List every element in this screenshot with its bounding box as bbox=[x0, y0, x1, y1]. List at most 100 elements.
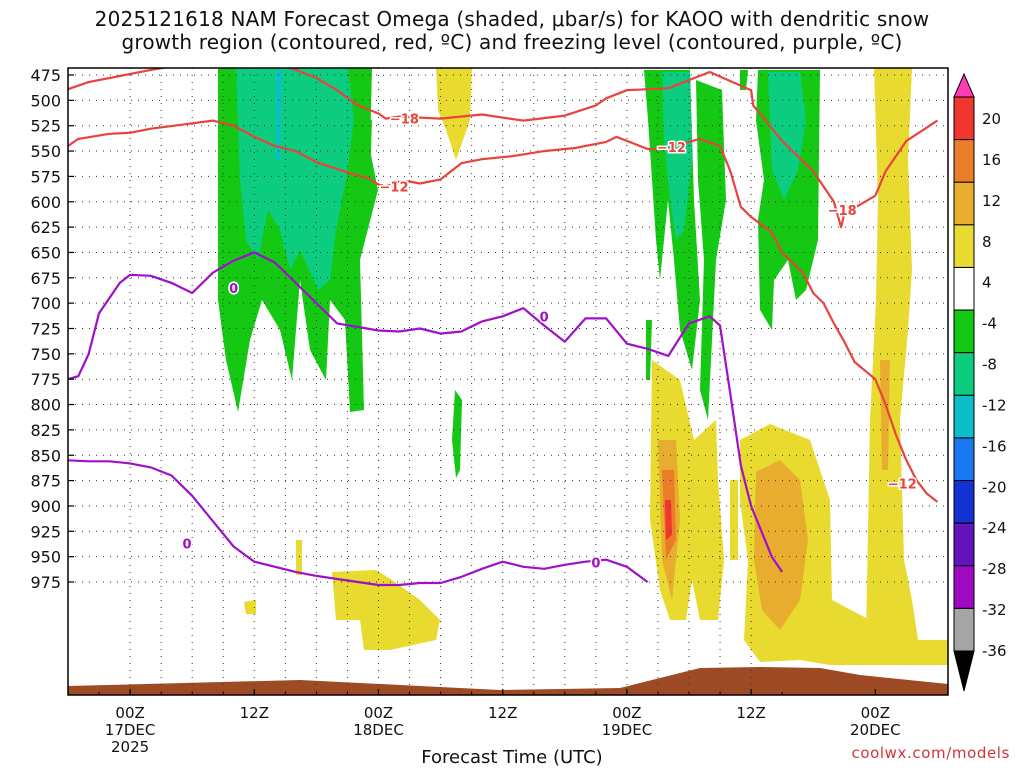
y-tick-label: 625 bbox=[30, 218, 61, 237]
y-tick-label: 550 bbox=[30, 142, 61, 161]
y-tick-label: 850 bbox=[30, 446, 61, 465]
plot-frame bbox=[67, 67, 949, 696]
colorbar-segment bbox=[953, 266, 975, 311]
omega-shading-region bbox=[754, 460, 808, 630]
y-tick-label: 700 bbox=[30, 294, 61, 313]
credit-text: coolwx.com/models bbox=[851, 744, 1010, 762]
contour-label: 0 bbox=[540, 310, 549, 325]
y-tick-label: 575 bbox=[30, 167, 61, 186]
omega-shading-region bbox=[866, 68, 918, 650]
colorbar-label: -8 bbox=[982, 356, 997, 374]
y-tick-label: 925 bbox=[30, 522, 61, 541]
colorbar-label: -28 bbox=[982, 560, 1007, 578]
omega-shading-region bbox=[236, 68, 354, 290]
colorbar-label: -20 bbox=[982, 478, 1007, 496]
colorbar-segment bbox=[953, 72, 975, 98]
x-tick-label: 12Z bbox=[488, 704, 517, 722]
colorbar-label: 12 bbox=[982, 192, 1001, 210]
y-tick-label: 475 bbox=[30, 66, 61, 85]
chart-title: 2025121618 NAM Forecast Omega (shaded, μ… bbox=[94, 7, 930, 54]
y-tick-label: 725 bbox=[30, 320, 61, 339]
x-tick-label: 00Z bbox=[364, 704, 393, 722]
colorbar-label: -16 bbox=[982, 437, 1007, 455]
y-tick-label: 675 bbox=[30, 269, 61, 288]
colorbar-segment bbox=[953, 309, 975, 354]
omega-shading-region bbox=[362, 120, 372, 180]
omega-field bbox=[68, 68, 948, 695]
omega-shading-region bbox=[296, 540, 302, 575]
contours: −18 −18 −12 −12 −12 0 0 0 0 bbox=[68, 68, 939, 587]
x-tick-label: 2025 bbox=[111, 738, 149, 756]
terrain bbox=[68, 667, 948, 695]
colorbar-label: -24 bbox=[982, 519, 1007, 537]
y-tick-label: 825 bbox=[30, 421, 61, 440]
x-tick-label: 17DEC bbox=[105, 721, 156, 739]
colorbar-segment bbox=[953, 96, 975, 141]
y-tick-label: 875 bbox=[30, 472, 61, 491]
contour-label: −12 bbox=[380, 181, 409, 196]
contour-line bbox=[68, 459, 649, 587]
y-axis: 475 500 525 550 575 600 625 650 675 700 725 750 775 8… bbox=[30, 66, 74, 592]
omega-shading-region bbox=[730, 480, 738, 560]
y-tick-label: 800 bbox=[30, 396, 61, 415]
colorbar-segment bbox=[953, 181, 975, 226]
omega-shading-region bbox=[662, 72, 692, 240]
colorbar-segment bbox=[953, 224, 975, 268]
x-axis-label: Forecast Time (UTC) bbox=[421, 747, 603, 768]
x-tick-label: 20DEC bbox=[850, 721, 901, 739]
contour-label: 0 bbox=[591, 557, 600, 572]
contour-line bbox=[68, 68, 939, 229]
colorbar-segment bbox=[953, 437, 975, 482]
colorbar-label: 8 bbox=[982, 233, 992, 251]
colorbar-label: 4 bbox=[982, 274, 992, 292]
x-tick-label: 12Z bbox=[736, 704, 765, 722]
omega-shading-region bbox=[880, 360, 890, 470]
contour-line bbox=[68, 251, 784, 573]
omega-shading-region bbox=[276, 70, 282, 160]
x-tick-label: 12Z bbox=[240, 704, 269, 722]
colorbar-segment bbox=[953, 139, 975, 183]
omega-shading-region bbox=[332, 570, 440, 650]
colorbar-segment bbox=[953, 522, 975, 567]
y-tick-label: 900 bbox=[30, 497, 61, 516]
colorbar-segment bbox=[953, 650, 975, 692]
y-tick-label: 750 bbox=[30, 345, 61, 364]
x-tick-label: 00Z bbox=[115, 704, 144, 722]
contour-label: −18 bbox=[390, 113, 419, 128]
omega-shading-region bbox=[452, 390, 462, 478]
colorbar-segment bbox=[953, 394, 975, 439]
y-tick-label: 975 bbox=[30, 573, 61, 592]
y-tick-label: 650 bbox=[30, 243, 61, 262]
colorbar-label: -12 bbox=[982, 396, 1007, 414]
y-tick-label: 500 bbox=[30, 91, 61, 110]
contour-label: −12 bbox=[888, 478, 917, 493]
y-tick-label: 950 bbox=[30, 548, 61, 567]
contour-label: 0 bbox=[183, 537, 192, 552]
contour-label: −18 bbox=[828, 204, 857, 219]
omega-shading-region bbox=[244, 600, 256, 614]
x-tick-label: 18DEC bbox=[353, 721, 404, 739]
omega-shading-region bbox=[696, 80, 726, 420]
colorbar-label: -32 bbox=[982, 601, 1007, 619]
x-tick-label: 00Z bbox=[612, 704, 641, 722]
colorbar-label: -4 bbox=[982, 315, 997, 333]
y-tick-label: 775 bbox=[30, 370, 61, 389]
contour-label: 0 bbox=[229, 282, 238, 297]
colorbar-segment bbox=[953, 480, 975, 524]
contour-label: −12 bbox=[657, 141, 686, 156]
y-tick-label: 525 bbox=[30, 117, 61, 136]
x-tick-label: 00Z bbox=[861, 704, 890, 722]
colorbar-label: 16 bbox=[982, 151, 1001, 169]
colorbar: 20 16 12 8 4 -4 -8 -12 -16 -20 -24 -28 -32 -36 bbox=[953, 72, 1007, 692]
omega-shading-region bbox=[768, 72, 806, 200]
colorbar-segment bbox=[953, 607, 975, 652]
omega-shading-region bbox=[436, 68, 472, 160]
colorbar-label: 20 bbox=[982, 110, 1001, 128]
colorbar-label: -36 bbox=[982, 642, 1007, 660]
contour-line bbox=[68, 119, 939, 503]
omega-shading-region bbox=[665, 500, 672, 540]
colorbar-segment bbox=[953, 565, 975, 609]
x-tick-label: 19DEC bbox=[602, 721, 653, 739]
